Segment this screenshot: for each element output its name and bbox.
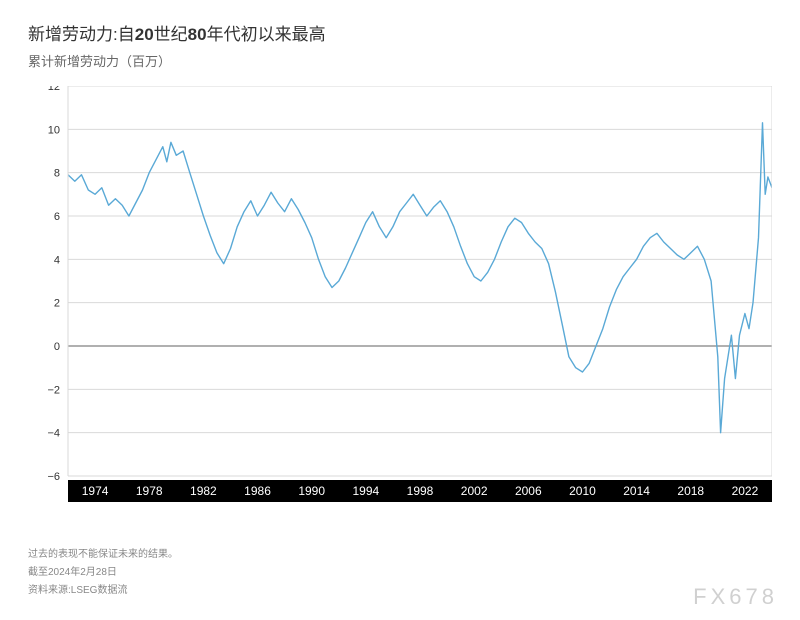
y-tick-label: 4: [54, 254, 60, 266]
x-tick-label: 1978: [136, 484, 163, 498]
title-post: 年代初以来最高: [207, 25, 326, 44]
chart-area: −6 −4 −2 0 2 4 6 8 10 12 1974 1978 1982 1986 1990 1994 1…: [28, 86, 772, 506]
footnote-1: 过去的表现不能保证未来的结果。: [28, 546, 772, 564]
y-tick-label: 12: [48, 86, 60, 93]
x-tick-label: 2010: [569, 484, 596, 498]
title-pre: 新增劳动力:自: [28, 25, 135, 44]
x-tick-label: 1998: [407, 484, 434, 498]
line-chart: −6 −4 −2 0 2 4 6 8 10 12 1974 1978 1982 1986 1990 1994 1…: [28, 86, 772, 506]
y-tick-label: 8: [54, 168, 60, 180]
title-bold2: 80: [188, 25, 207, 44]
x-tick-label: 2022: [732, 484, 759, 498]
footnotes: 过去的表现不能保证未来的结果。 截至2024年2月28日 资料来源:LSEG数据…: [28, 546, 772, 600]
x-tick-label: 1990: [298, 484, 325, 498]
y-tick-label: 10: [48, 124, 60, 136]
y-tick-label: −6: [47, 471, 60, 483]
x-tick-label: 2014: [623, 484, 650, 498]
x-tick-label: 1974: [82, 484, 109, 498]
x-tick-label: 1982: [190, 484, 217, 498]
footnote-2: 截至2024年2月28日: [28, 564, 772, 582]
x-tick-label: 2018: [677, 484, 704, 498]
watermark: FX678: [693, 584, 778, 610]
title-bold1: 20: [135, 25, 154, 44]
x-tick-label: 1986: [244, 484, 271, 498]
title-mid: 世纪: [154, 25, 188, 44]
y-tick-label: −4: [47, 428, 60, 440]
x-tick-label: 2002: [461, 484, 488, 498]
y-tick-label: 0: [54, 341, 60, 353]
x-tick-label: 2006: [515, 484, 542, 498]
x-tick-label: 1994: [352, 484, 379, 498]
y-tick-label: 2: [54, 298, 60, 310]
y-tick-label: 6: [54, 211, 60, 223]
footnote-3: 资料来源:LSEG数据流: [28, 582, 772, 600]
data-line: [68, 123, 772, 433]
y-tick-label: −2: [47, 384, 60, 396]
chart-title: 新增劳动力:自20世纪80年代初以来最高: [28, 20, 772, 45]
chart-subtitle: 累计新增劳动力（百万）: [28, 51, 772, 70]
